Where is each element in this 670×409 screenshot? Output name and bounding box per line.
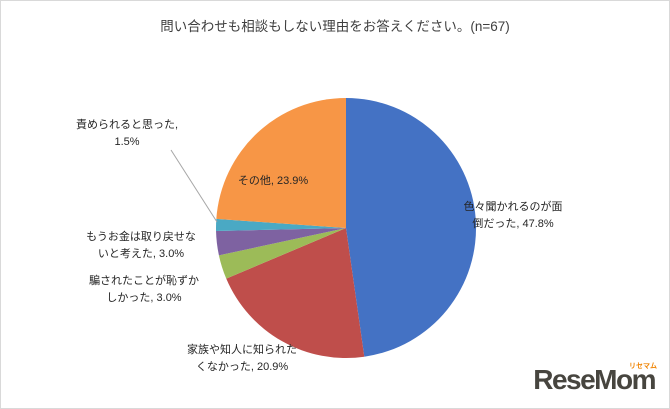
resemom-logo-sub: リセマム xyxy=(629,363,657,370)
pie-slice-2 xyxy=(218,228,346,279)
pie-label-purple: もうお金は取り戻せないと考えた, 3.0% xyxy=(86,231,196,260)
pie-slices xyxy=(216,97,477,359)
pie-label-green: 騙されたことが恥ずかしかった, 3.0% xyxy=(89,275,199,304)
pie-slice-5 xyxy=(216,97,346,228)
pie-label-blue: 色々聞かれるのが面倒だった, 47.8% xyxy=(463,201,563,230)
resemom-logo-text: ReseMom xyxy=(533,364,656,395)
pie-slice-0 xyxy=(346,98,477,357)
pie-label-teal: 責められると思った, 1.5% xyxy=(75,119,179,148)
pie-slice-3 xyxy=(216,228,346,256)
pie-label-orange: その他, 23.9% xyxy=(237,175,309,187)
resemom-logo: リセマム ReseMom xyxy=(533,363,657,402)
pie-label-red: 家族や知人に知られたくなかった, 20.9% xyxy=(187,344,297,373)
pie-slice-4 xyxy=(216,218,346,232)
pie-slice-1 xyxy=(226,228,365,359)
chart-title: 問い合わせも相談もしない理由をお答えください。(n=67) xyxy=(160,19,510,34)
leader-line xyxy=(170,149,218,223)
